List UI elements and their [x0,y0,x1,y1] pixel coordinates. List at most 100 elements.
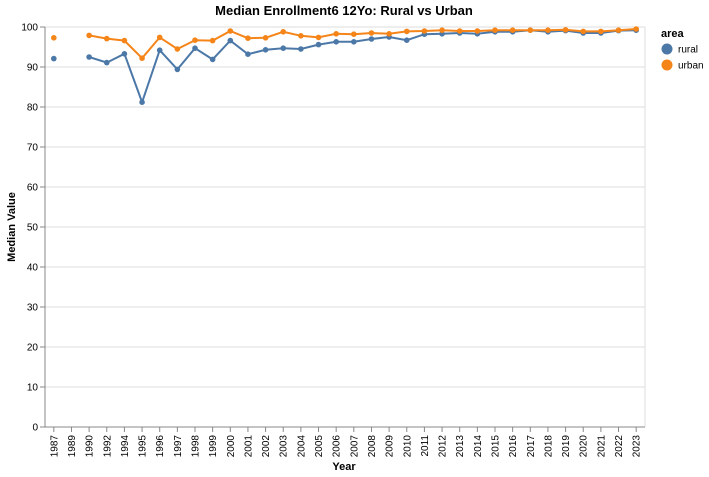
data-point-urban [562,27,569,33]
data-point-urban [456,28,463,34]
data-point-rural [86,54,92,60]
x-tick-label: 2011 [420,435,431,457]
x-tick-label: 2020 [579,435,590,458]
data-point-urban [492,27,498,33]
data-point-urban [51,35,57,41]
gridlines [45,26,646,428]
x-tick-label: 2023 [632,435,643,458]
data-point-rural [368,36,375,42]
x-tick-label: 2022 [614,435,625,458]
data-point-urban [209,37,216,44]
x-tick-label: 1994 [120,435,131,458]
data-point-rural [103,59,110,66]
x-tick-label: 2013 [455,435,466,458]
legend-label-urban: urban [678,61,704,72]
x-tick-label: 1989 [67,435,78,458]
data-point-urban [121,37,128,44]
data-point-urban [245,35,251,41]
y-axis-title: Median Value [6,192,18,262]
x-tick-label: 2007 [349,435,360,458]
data-point-urban [474,28,481,34]
data-point-rural [333,39,339,45]
x-tick-label: 2005 [314,435,325,458]
legend-label-rural: rural [678,45,698,56]
data-point-rural [245,51,251,57]
x-tick-label: 1992 [102,435,113,458]
data-point-urban [580,28,587,35]
data-point-rural [51,55,57,62]
x-tick-label: 2012 [438,435,449,458]
data-point-urban [280,29,287,35]
x-axis-title: Year [332,461,356,473]
x-tick-label: 2018 [543,435,554,458]
data-point-urban [315,34,322,41]
chart-title: Median Enrollment6 12Yo: Rural vs Urban [215,3,473,18]
y-tick-label: 100 [21,23,38,34]
x-tick-label: 1990 [85,435,96,458]
data-point-urban [545,27,551,33]
y-tick-label: 70 [27,143,39,154]
x-tick-label: 2009 [385,435,396,458]
y-tick-label: 10 [27,383,39,394]
y-tick-label: 0 [32,423,38,434]
x-tick-label: 1987 [49,435,60,458]
x-tick-label: 2003 [279,435,290,458]
data-point-rural [174,66,181,73]
y-tick-label: 40 [27,263,39,274]
x-tick-label: 1997 [173,435,184,458]
y-tick-label: 90 [27,63,39,74]
data-point-urban [333,31,339,37]
y-tick-label: 50 [27,223,39,234]
y-tick-label: 60 [27,183,39,194]
data-point-rural [315,41,322,48]
data-point-rural [156,47,163,53]
data-point-urban [86,32,92,39]
data-point-rural [227,37,234,44]
data-point-rural [262,47,269,53]
x-tick-label: 1998 [191,435,202,458]
data-point-rural [351,39,357,45]
data-point-urban [421,28,428,34]
data-point-urban [351,31,357,37]
data-point-urban [174,46,181,52]
data-point-urban [103,35,110,42]
legend: area rural urban [661,28,704,72]
y-tick-label: 80 [27,103,39,114]
data-point-urban [598,28,604,35]
data-point-rural [298,46,304,52]
data-point-urban [227,28,234,34]
data-point-urban [509,27,516,33]
y-tick-label: 20 [27,343,39,354]
x-tick-label: 2008 [367,435,378,458]
x-tick-label: 2014 [473,435,484,458]
data-point-rural [192,45,198,51]
x-tick-label: 1996 [155,435,166,458]
x-tick-label: 2015 [491,435,502,458]
x-tick-label: 2006 [332,435,343,458]
data-point-urban [156,34,163,41]
data-point-rural [139,99,145,105]
x-tick-label: 2021 [596,435,607,458]
data-point-urban [615,27,622,33]
x-tick-label: 2004 [296,435,307,458]
x-tick-label: 2017 [526,435,537,458]
data-point-rural [403,37,410,43]
legend-symbol-urban [661,59,673,71]
data-point-rural [280,45,287,51]
data-point-rural [121,51,128,57]
data-point-urban [262,35,269,41]
x-tick-label: 2001 [243,435,254,458]
series-line-urban [88,28,637,60]
data-point-urban [139,55,145,61]
legend-title: area [661,28,685,40]
x-tick-label: 2016 [508,435,519,458]
x-tick-label: 1999 [208,435,219,458]
data-point-urban [368,30,375,36]
legend-symbol-rural [661,43,673,55]
x-tick-label: 1995 [138,435,149,458]
series-layer [51,26,639,106]
x-tick-label: 2019 [561,435,572,458]
data-point-urban [633,26,639,32]
x-tick-label: 2000 [226,435,237,458]
